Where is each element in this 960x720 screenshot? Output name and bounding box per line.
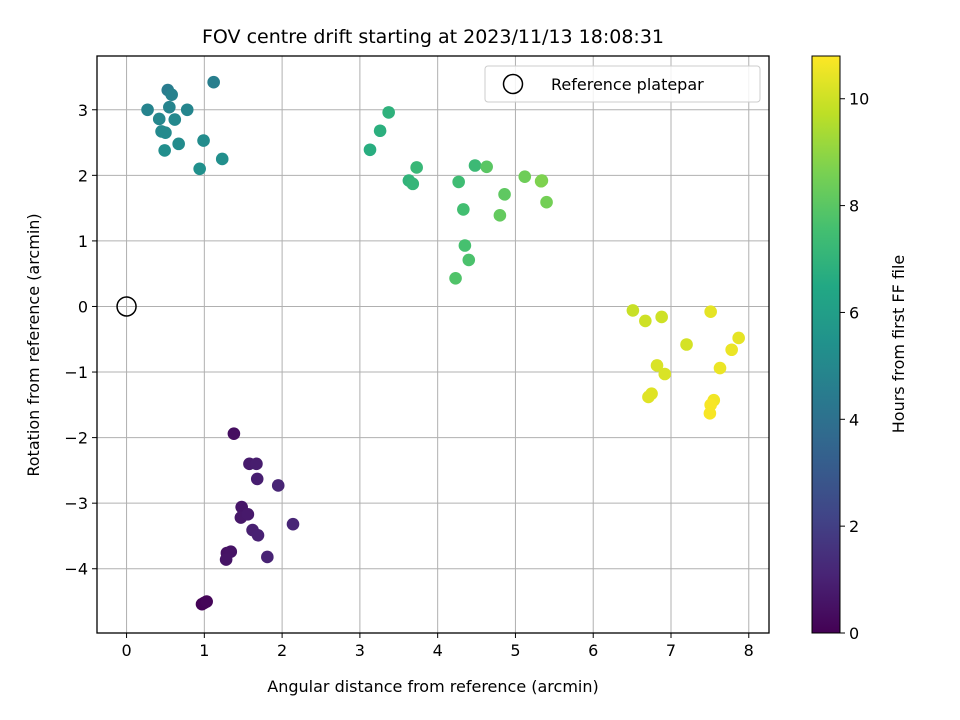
x-tick-label: 3 bbox=[355, 641, 365, 660]
data-point bbox=[373, 124, 387, 138]
legend: Reference platepar bbox=[484, 65, 761, 103]
x-tick-label: 6 bbox=[588, 641, 598, 660]
y-axis-ticks: −4 −3 −2 −1 0 1 2 3 bbox=[64, 101, 97, 579]
data-point bbox=[382, 106, 395, 119]
data-point bbox=[534, 174, 548, 188]
data-point bbox=[493, 209, 507, 222]
x-tick-label: 0 bbox=[121, 641, 131, 660]
data-point bbox=[704, 305, 717, 319]
data-point bbox=[241, 508, 255, 521]
reference-layer bbox=[116, 296, 137, 317]
data-point bbox=[732, 331, 745, 345]
colorbar-tick-label: 6 bbox=[849, 303, 859, 322]
data-point bbox=[650, 359, 664, 372]
legend-marker-reference bbox=[502, 73, 524, 95]
data-point bbox=[518, 170, 532, 183]
colorbar-label: Hours from first FF file bbox=[889, 255, 908, 434]
data-point bbox=[163, 100, 176, 114]
legend-label-reference: Reference platepar bbox=[551, 75, 704, 94]
data-point bbox=[271, 479, 285, 492]
data-point bbox=[406, 177, 420, 191]
data-point bbox=[468, 159, 482, 172]
data-point bbox=[363, 143, 377, 157]
data-point bbox=[713, 361, 727, 375]
data-point bbox=[725, 343, 738, 357]
data-point bbox=[658, 367, 672, 381]
data-point bbox=[655, 310, 668, 324]
colorbar-tick-label: 2 bbox=[849, 517, 859, 536]
x-tick-label: 8 bbox=[744, 641, 754, 660]
y-tick-label: −2 bbox=[64, 429, 88, 448]
data-point bbox=[159, 126, 172, 140]
y-tick-label: 3 bbox=[78, 101, 88, 120]
data-point bbox=[286, 517, 300, 531]
data-point bbox=[480, 160, 493, 174]
data-point bbox=[626, 304, 640, 317]
data-point bbox=[462, 253, 476, 267]
y-tick-label: 1 bbox=[78, 232, 88, 251]
data-point bbox=[680, 338, 693, 351]
data-point bbox=[458, 239, 472, 252]
x-axis-label: Angular distance from reference (arcmin) bbox=[267, 677, 598, 696]
data-point bbox=[639, 314, 652, 328]
x-tick-label: 1 bbox=[199, 641, 209, 660]
chart-title: FOV centre drift starting at 2023/11/13 … bbox=[202, 26, 664, 48]
data-point bbox=[251, 529, 265, 542]
data-point bbox=[227, 427, 241, 440]
data-point bbox=[457, 203, 470, 216]
plot-frame bbox=[96, 55, 770, 634]
x-tick-label: 7 bbox=[666, 641, 676, 660]
data-point bbox=[261, 550, 274, 564]
data-point bbox=[197, 134, 210, 147]
data-point bbox=[193, 162, 206, 176]
data-point bbox=[410, 161, 423, 174]
colorbar-tick-label: 0 bbox=[849, 624, 859, 643]
reference-platepar-marker bbox=[116, 296, 137, 317]
colorbar-tick-label: 4 bbox=[849, 410, 859, 429]
data-points bbox=[141, 75, 745, 611]
data-point bbox=[642, 390, 655, 404]
data-point bbox=[141, 103, 154, 117]
colorbar bbox=[811, 55, 841, 634]
y-tick-label: −1 bbox=[64, 363, 88, 382]
data-point bbox=[498, 188, 511, 201]
data-point bbox=[250, 457, 263, 471]
y-axis-label: Rotation from reference (arcmin) bbox=[24, 213, 43, 476]
x-axis-ticks: 0 1 2 3 4 5 6 7 8 bbox=[121, 633, 754, 660]
data-point bbox=[452, 175, 465, 189]
y-tick-label: 0 bbox=[78, 297, 88, 316]
data-point bbox=[540, 195, 553, 209]
x-tick-label: 4 bbox=[433, 641, 443, 660]
data-point bbox=[172, 137, 185, 151]
data-point bbox=[152, 112, 166, 126]
data-point bbox=[219, 553, 233, 566]
data-point bbox=[168, 113, 182, 126]
y-tick-label: −3 bbox=[64, 494, 88, 513]
data-point bbox=[200, 595, 213, 608]
data-point bbox=[207, 75, 220, 89]
colorbar-tick-label: 10 bbox=[849, 90, 869, 109]
colorbar-tick-label: 8 bbox=[849, 197, 859, 216]
data-point bbox=[165, 88, 178, 101]
data-point bbox=[215, 152, 229, 166]
legend-box bbox=[484, 65, 761, 103]
data-point bbox=[250, 472, 264, 486]
y-tick-label: −4 bbox=[64, 560, 88, 579]
data-point bbox=[703, 407, 717, 420]
data-point bbox=[158, 144, 171, 157]
colorbar-ticks: 0 2 4 6 8 10 bbox=[840, 90, 869, 643]
data-point bbox=[180, 103, 194, 117]
y-tick-label: 2 bbox=[78, 166, 88, 185]
grid-lines bbox=[97, 56, 769, 633]
x-tick-label: 5 bbox=[510, 641, 520, 660]
x-tick-label: 2 bbox=[277, 641, 287, 660]
data-point bbox=[449, 271, 462, 285]
